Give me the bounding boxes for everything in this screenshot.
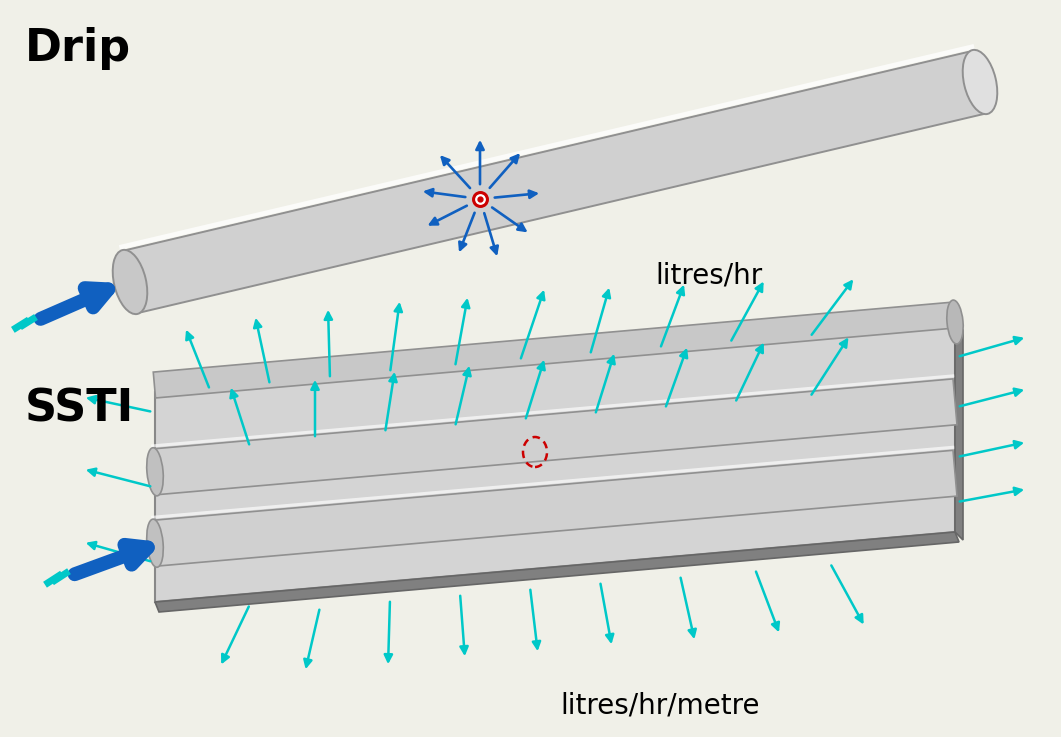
Polygon shape: [153, 302, 956, 398]
Polygon shape: [153, 450, 957, 566]
Polygon shape: [153, 379, 957, 495]
Ellipse shape: [146, 519, 163, 567]
Text: litres/hr: litres/hr: [655, 261, 762, 289]
Text: SSTI: SSTI: [25, 387, 135, 430]
Text: Drip: Drip: [25, 27, 132, 70]
Ellipse shape: [112, 250, 147, 314]
Ellipse shape: [962, 50, 997, 114]
Polygon shape: [955, 322, 963, 540]
Ellipse shape: [946, 300, 963, 344]
Polygon shape: [155, 532, 959, 612]
Polygon shape: [123, 51, 988, 313]
Ellipse shape: [146, 448, 163, 496]
Text: litres/hr/metre: litres/hr/metre: [560, 691, 760, 719]
Polygon shape: [155, 322, 955, 602]
